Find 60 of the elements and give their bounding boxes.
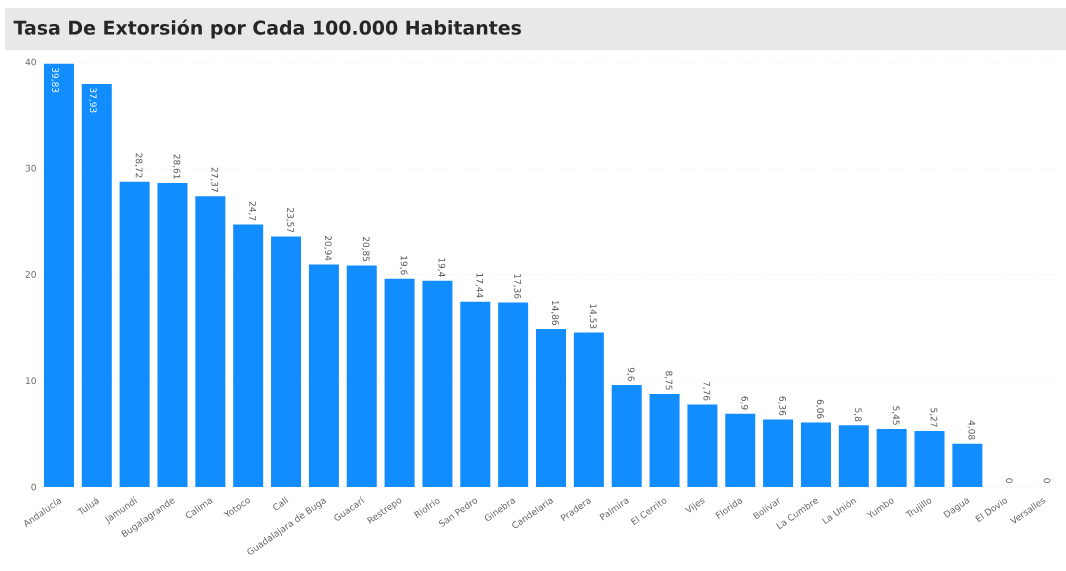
data-label: 4,08 — [967, 420, 976, 440]
data-label: 5,27 — [929, 408, 938, 427]
data-label: 14,53 — [589, 304, 597, 329]
data-label: 24,7 — [248, 201, 257, 221]
bar — [81, 83, 112, 487]
x-tick-label: Vijes — [684, 498, 705, 513]
chart-title: Tasa De Extorsión por Cada 100.000 Habitantes — [13, 19, 521, 39]
data-label: 37,93 — [88, 88, 97, 113]
bar — [800, 422, 831, 487]
bar — [271, 236, 302, 487]
x-tick-label: Cali — [273, 496, 289, 510]
data-label: 14,86 — [551, 300, 559, 326]
data-label: 0 — [1043, 478, 1051, 483]
bar — [498, 302, 529, 487]
bar — [195, 196, 226, 487]
bar — [611, 384, 642, 487]
bar — [876, 429, 907, 487]
bar — [308, 264, 339, 487]
bar — [43, 63, 74, 487]
bar — [384, 278, 415, 487]
data-label: 7,76 — [702, 381, 711, 401]
bar — [233, 224, 264, 487]
data-label: 39,83 — [51, 68, 59, 93]
data-label: 20,94 — [324, 235, 332, 261]
y-tick-label: 30 — [25, 164, 36, 172]
bar — [838, 425, 869, 487]
bar — [157, 183, 188, 487]
data-label: 28,72 — [134, 153, 143, 178]
data-label: 19,4 — [437, 258, 446, 277]
data-label: 28,61 — [172, 154, 181, 179]
data-label: 19,6 — [399, 256, 408, 275]
data-label: 6,06 — [816, 399, 824, 419]
data-label: 17,44 — [475, 273, 484, 298]
data-label: 5,45 — [891, 406, 900, 425]
bar — [649, 394, 680, 487]
bar — [422, 280, 453, 487]
bar — [952, 443, 983, 487]
data-label: 9,6 — [626, 367, 635, 381]
bar — [763, 419, 794, 487]
data-label: 0 — [1005, 478, 1013, 483]
bar — [687, 404, 718, 487]
data-label: 17,36 — [513, 274, 521, 299]
y-tick-label: 0 — [31, 483, 36, 491]
data-label: 20,85 — [361, 236, 370, 262]
data-label: 6,36 — [778, 396, 786, 416]
bar — [536, 329, 566, 487]
bar — [573, 332, 604, 487]
data-label: 27,37 — [210, 167, 219, 192]
bar — [725, 413, 756, 487]
data-label: 6,9 — [740, 396, 749, 410]
bar — [460, 301, 491, 487]
data-label: 5,8 — [853, 408, 862, 422]
y-tick-label: 40 — [25, 58, 36, 66]
bar — [346, 265, 377, 487]
bar — [914, 430, 945, 487]
y-tick-label: 10 — [26, 377, 36, 385]
data-label: 23,57 — [286, 208, 294, 233]
y-tick-label: 20 — [25, 271, 36, 278]
data-label: 8,75 — [664, 371, 673, 390]
bar — [119, 181, 150, 487]
